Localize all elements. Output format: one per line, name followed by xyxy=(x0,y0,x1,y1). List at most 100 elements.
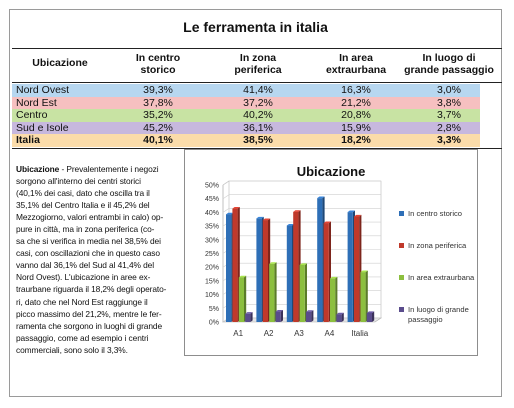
table-row: Italia 40,1% 38,5% 18,2% 3,3% xyxy=(12,134,480,148)
table-bottom-rule xyxy=(12,148,502,149)
y-tick-label: 0% xyxy=(209,320,219,327)
x-tick-label: Italia xyxy=(351,329,368,338)
table-cell: 2,8% xyxy=(437,121,461,134)
bar-top xyxy=(317,196,325,199)
paragraph-line: Mezzogiorno, valori entrambi in calo) op… xyxy=(16,212,164,223)
paragraph-line: passaggio, come ad esempio i centri xyxy=(16,332,149,343)
legend-swatch xyxy=(399,243,404,248)
x-tick-label: A3 xyxy=(294,329,304,338)
bar-side xyxy=(335,276,338,322)
bar-top xyxy=(299,263,307,266)
x-tick-label: A2 xyxy=(264,329,274,338)
bar xyxy=(354,216,360,322)
bar-top xyxy=(354,214,362,217)
paragraph-line: ri, dato che nel Nord Est raggiunge il xyxy=(16,296,148,307)
y-tick-label: 45% xyxy=(205,196,219,203)
table-cell: 37,8% xyxy=(143,96,173,109)
article-paragraph: Ubicazione - Prevalentemente i negozi sor… xyxy=(16,163,194,356)
chart-container: Ubicazione 0% 5% 10% 15% 20% 25% 30% 35% 40% 45% 50… xyxy=(184,149,478,356)
bar xyxy=(226,214,232,322)
bar-side xyxy=(372,311,375,322)
bar xyxy=(256,218,262,322)
header-text-line: In zona xyxy=(239,52,277,64)
bar-top xyxy=(256,216,264,219)
bar xyxy=(347,212,353,322)
header-text-line: In area xyxy=(339,52,373,64)
legend-swatch xyxy=(399,307,404,312)
row-label: Nord Ovest xyxy=(16,84,70,96)
paragraph-line: (40,1% dei casi, dato che oscilla tra il xyxy=(16,188,150,199)
table-cell: 20,8% xyxy=(341,109,371,122)
bar-side xyxy=(304,263,307,322)
legend-label: In centro storico xyxy=(408,209,462,218)
table-cell: 41,4% xyxy=(243,84,273,96)
bar-top xyxy=(245,312,253,314)
y-tick-label: 5% xyxy=(209,306,219,313)
table-cell: 40,2% xyxy=(243,109,273,122)
legend-label: passaggio xyxy=(408,315,443,324)
y-tick-label: 25% xyxy=(205,251,219,258)
bar-top xyxy=(238,275,247,278)
table-row: Centro 35,2% 40,2% 20,8% 3,7% xyxy=(12,109,480,123)
column-header-ubicazione: Ubicazione xyxy=(20,57,100,69)
table-cell: 3,7% xyxy=(437,109,461,122)
table-cell: 15,9% xyxy=(341,121,371,134)
bar-top xyxy=(293,210,301,212)
header-text-line: In centro xyxy=(135,52,181,64)
paragraph-line: casi, con oscillazioni che in questo cas… xyxy=(16,248,160,259)
bar xyxy=(238,277,244,322)
legend-swatch xyxy=(399,211,404,216)
bar-top xyxy=(336,312,344,315)
x-tick-label: A1 xyxy=(233,329,243,338)
table-row: Sud e Isole 45,2% 36,1% 15,9% 2,8% xyxy=(12,121,480,135)
y-tick-label: 20% xyxy=(205,265,219,272)
bar-top xyxy=(366,311,375,313)
bar-side xyxy=(250,312,253,322)
table-cell: 3,8% xyxy=(437,96,461,109)
header-text-line: periferica xyxy=(234,64,282,76)
column-header-centro-storico: In centro storico xyxy=(113,52,203,76)
table-cell: 16,3% xyxy=(341,84,371,96)
page-title: Le ferramenta in italia xyxy=(183,19,328,35)
bar-top xyxy=(323,221,331,224)
paragraph-line: sa che si verifica in media nel 38,5% de… xyxy=(16,236,161,247)
bar-side xyxy=(244,275,247,322)
header-text-line: storico xyxy=(140,64,176,76)
bar xyxy=(262,220,268,322)
paragraph-line: Ubicazione - Prevalentemente i negozi xyxy=(16,164,159,174)
column-header-area-extraurbana: In area extraurbana xyxy=(316,52,396,76)
paragraph-line: picco massimo del 21,2%, mentre le fer- xyxy=(16,308,162,319)
paragraph-line: Nord Ovest). L'ubicazione in aree ex- xyxy=(16,272,151,283)
table-cell: 38,5% xyxy=(243,134,273,147)
header-text-line: In luogo di xyxy=(422,52,476,64)
bar-chart: Ubicazione 0% 5% 10% 15% 20% 25% 30% 35% 40% 45% 50… xyxy=(205,164,475,338)
bar-top xyxy=(360,270,368,273)
bar-side xyxy=(365,270,368,322)
header-text-line: extraurbana xyxy=(325,64,387,76)
y-tick-label: 10% xyxy=(205,292,219,299)
gridline-side xyxy=(222,194,230,199)
bar xyxy=(275,311,281,322)
paragraph-line: sorgono all'interno dei centri storici xyxy=(16,176,141,187)
legend-swatch xyxy=(399,275,404,280)
bar xyxy=(317,198,323,322)
bar-top xyxy=(232,206,240,209)
legend-label: In area extraurbana xyxy=(408,273,475,282)
y-tick-label: 50% xyxy=(205,183,219,190)
header-text-line: grande passaggio xyxy=(404,64,494,76)
bar-side xyxy=(280,309,283,322)
y-tick-label: 30% xyxy=(205,237,219,244)
table-cell: 45,2% xyxy=(143,121,173,134)
legend-label: In luogo di grande xyxy=(408,305,469,314)
table-cell: 39,3% xyxy=(143,84,173,96)
bar xyxy=(366,312,372,322)
bar-side xyxy=(341,312,344,322)
bar-top xyxy=(286,223,295,226)
paragraph-line: 35,1% del Centro Italia e il 45,2% del xyxy=(16,200,150,211)
column-header-zona-periferica: In zona periferica xyxy=(213,52,303,76)
bar xyxy=(232,208,238,322)
bar xyxy=(299,265,305,322)
bar-top xyxy=(262,218,271,221)
table-header-rule xyxy=(12,82,502,83)
gridline-side xyxy=(222,208,230,213)
